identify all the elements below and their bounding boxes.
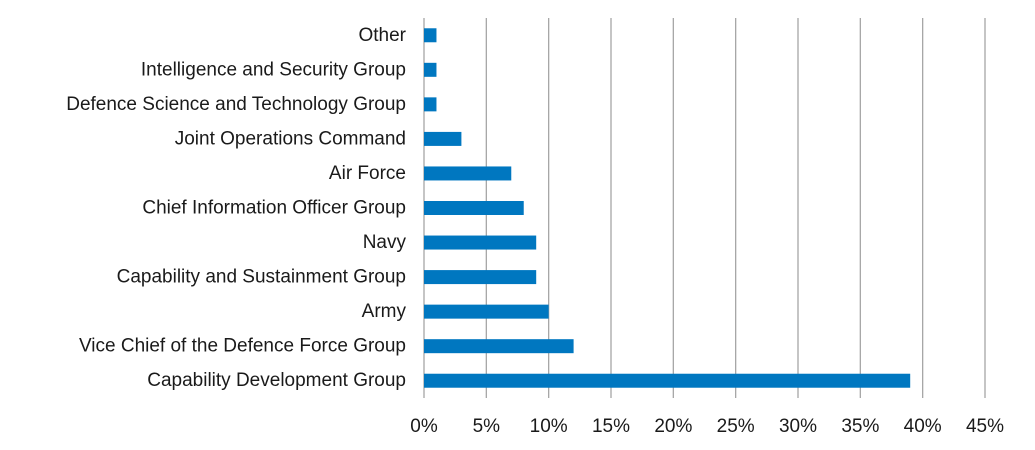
bar	[424, 97, 437, 112]
category-label: Joint Operations Command	[175, 128, 406, 149]
category-label: Army	[362, 301, 407, 322]
bar	[424, 235, 537, 250]
category-label: Navy	[363, 232, 407, 253]
x-tick-label: 30%	[779, 416, 817, 437]
x-tick-label: 40%	[904, 416, 942, 437]
x-tick-label: 10%	[530, 416, 568, 437]
x-tick-label: 35%	[841, 416, 879, 437]
category-label: Vice Chief of the Defence Force Group	[79, 336, 406, 357]
category-label: Chief Information Officer Group	[142, 198, 406, 219]
x-tick-label: 25%	[717, 416, 755, 437]
category-label: Other	[358, 25, 406, 46]
category-labels: Other Intelligence and Security Group Defe…	[66, 25, 406, 391]
x-tick-label: 5%	[473, 416, 501, 437]
bar	[424, 270, 537, 285]
x-tick-label: 0%	[410, 416, 438, 437]
category-label: Air Force	[329, 163, 406, 184]
bar	[424, 304, 549, 319]
x-tick-label: 45%	[966, 416, 1004, 437]
category-label: Intelligence and Security Group	[141, 59, 406, 80]
bar	[424, 62, 437, 77]
bars	[424, 28, 911, 388]
bar	[424, 201, 524, 215]
category-label: Capability and Sustainment Group	[117, 267, 406, 288]
x-tick-labels: 0% 5% 10% 15% 20% 25% 30% 35% 40% 45%	[410, 416, 1004, 437]
gridlines	[423, 18, 986, 398]
bar	[424, 166, 512, 181]
bar	[424, 373, 911, 388]
x-tick-label: 15%	[592, 416, 630, 437]
bar	[424, 28, 437, 43]
category-label: Defence Science and Technology Group	[66, 94, 406, 115]
bar	[424, 131, 462, 146]
category-label: Capability Development Group	[147, 370, 406, 391]
bar	[424, 339, 574, 354]
x-tick-label: 20%	[654, 416, 692, 437]
